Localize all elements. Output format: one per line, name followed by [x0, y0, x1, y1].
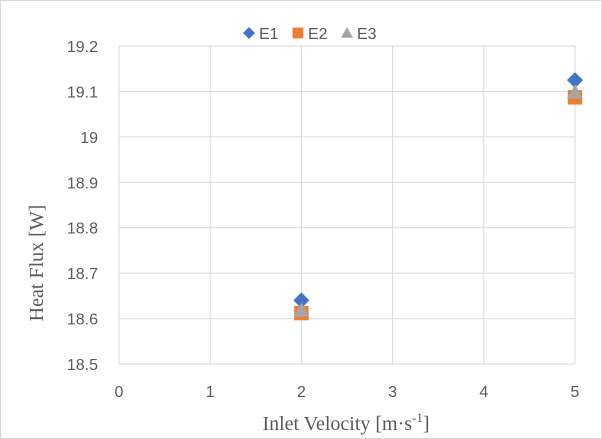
x-tick-label: 3: [388, 384, 397, 401]
y-tick-label: 18.7: [67, 266, 98, 283]
legend-label-e2: E2: [308, 26, 328, 43]
y-axis-title: Heat Flux [W]: [26, 205, 48, 322]
y-tick-label: 19.1: [67, 84, 98, 101]
legend-marker-e2: [292, 27, 304, 39]
y-tick-label: 19.2: [67, 39, 98, 56]
legend-marker-e3: [341, 27, 353, 38]
x-tick-label: 4: [479, 384, 488, 401]
data-point-e1: [293, 292, 310, 309]
y-tick-label: 18.8: [67, 221, 98, 238]
y-tick-label: 18.5: [67, 357, 98, 374]
legend: E1 E2 E3: [243, 26, 377, 43]
data-point-e3: [567, 84, 583, 99]
data-point-e1: [567, 72, 583, 89]
data-points: [293, 72, 583, 321]
y-tick-label: 19: [80, 130, 98, 147]
legend-label-e3: E3: [357, 26, 377, 43]
x-tick-labels: 0 1 2 3 4 5: [115, 384, 580, 401]
x-tick-label: 1: [206, 384, 215, 401]
x-tick-label: 0: [115, 384, 124, 401]
legend-label-e1: E1: [259, 26, 279, 43]
x-tick-label: 5: [571, 384, 580, 401]
y-tick-label: 18.9: [67, 175, 98, 192]
y-tick-label: 18.6: [67, 312, 98, 329]
legend-marker-e1: [243, 27, 255, 39]
x-tick-label: 2: [297, 384, 306, 401]
y-tick-labels: 18.5 18.6 18.7 18.8 18.9 19 19.1 19.2: [67, 39, 98, 374]
grid-lines: [118, 45, 576, 365]
data-point-e3: [293, 302, 310, 317]
x-axis-title: Inlet Velocity [m·s-1]: [262, 410, 429, 435]
